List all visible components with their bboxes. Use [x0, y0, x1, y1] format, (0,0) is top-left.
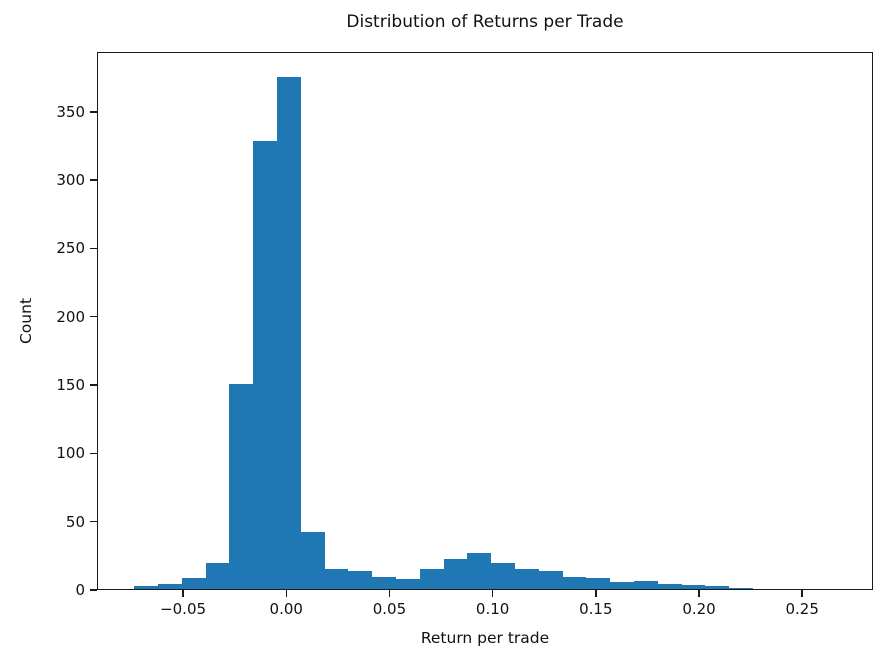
x-tick-mark — [182, 590, 184, 597]
histogram-bar — [300, 531, 325, 589]
histogram-bars-layer — [98, 53, 872, 589]
histogram-bar — [538, 571, 563, 589]
histogram-bar — [419, 568, 444, 589]
histogram-bar — [562, 576, 587, 589]
y-tick-label: 150 — [56, 376, 85, 395]
histogram-bar — [634, 580, 658, 589]
histogram-bar — [372, 576, 396, 589]
histogram-bar — [681, 584, 706, 589]
x-tick-mark — [801, 590, 803, 597]
x-tick-label: 0.15 — [579, 600, 613, 618]
histogram-bar — [134, 586, 158, 589]
y-tick-mark — [90, 179, 97, 181]
histogram-bar — [395, 579, 420, 589]
y-tick-mark — [90, 111, 97, 113]
histogram-bar — [491, 563, 515, 589]
y-tick-mark — [90, 589, 97, 591]
histogram-bar — [443, 558, 468, 589]
y-tick-mark — [90, 520, 97, 523]
plot-area — [97, 52, 873, 590]
histogram-bar — [515, 568, 539, 589]
histogram-bar — [181, 578, 206, 589]
histogram-bar — [729, 587, 754, 589]
x-axis-label: Return per trade — [420, 629, 550, 647]
y-tick-mark — [90, 452, 97, 455]
histogram-bar — [205, 563, 230, 589]
x-tick-label: 0.05 — [372, 600, 407, 618]
histogram-bar — [610, 582, 635, 589]
y-tick-label: 250 — [56, 239, 85, 258]
y-tick-mark — [90, 247, 97, 250]
x-tick-mark — [595, 590, 597, 597]
x-tick-label: 0.20 — [682, 600, 716, 618]
y-tick-label: 50 — [65, 512, 85, 531]
y-tick-label: 200 — [56, 307, 85, 326]
histogram-bar — [324, 568, 349, 589]
histogram-bar — [276, 76, 301, 589]
histogram-bar — [705, 586, 730, 589]
x-tick-mark — [491, 590, 494, 597]
x-tick-mark — [698, 590, 700, 597]
y-tick-label: 0 — [75, 581, 85, 599]
x-tick-label: 0.25 — [785, 600, 819, 618]
x-tick-mark — [285, 590, 287, 597]
histogram-bar — [467, 553, 492, 589]
x-tick-mark — [388, 590, 391, 597]
histogram-bar — [348, 571, 373, 589]
y-axis-label: Count — [17, 297, 35, 345]
histogram-bar — [657, 583, 682, 589]
histogram-bar — [229, 384, 254, 589]
y-tick-label: 300 — [56, 171, 85, 190]
chart-title: Distribution of Returns per Trade — [346, 12, 624, 32]
y-tick-label: 100 — [56, 444, 85, 463]
x-tick-label: 0.00 — [269, 600, 303, 618]
y-tick-mark — [90, 384, 97, 386]
x-tick-label: 0.10 — [475, 600, 510, 618]
histogram-bar — [157, 583, 182, 589]
histogram-bar — [253, 140, 277, 589]
y-tick-mark — [90, 315, 97, 318]
histogram-bar — [586, 578, 611, 589]
x-tick-label: −0.05 — [160, 600, 207, 618]
y-tick-label: 350 — [56, 102, 85, 121]
